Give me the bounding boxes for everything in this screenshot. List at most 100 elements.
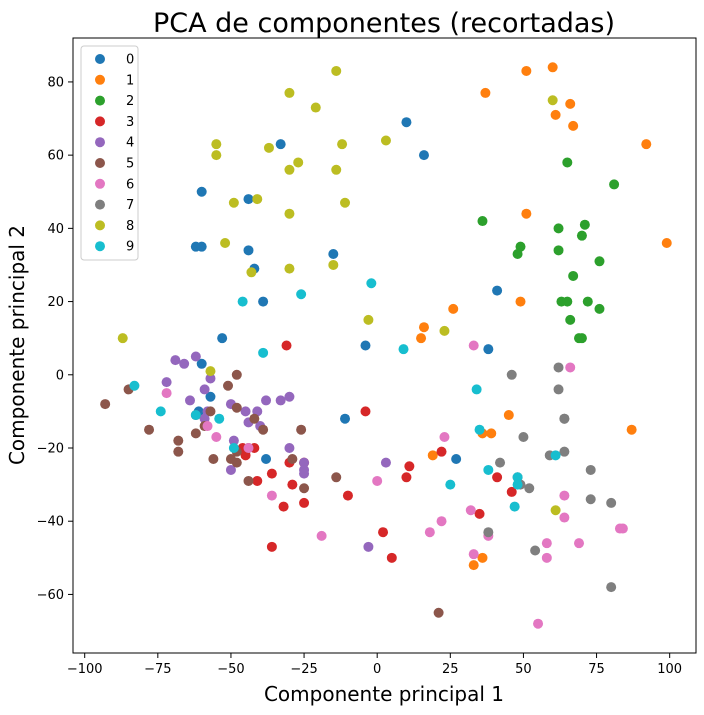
point-series-0-4 bbox=[243, 194, 254, 205]
legend-marker-6 bbox=[95, 178, 105, 189]
point-series-7-17 bbox=[606, 582, 617, 593]
point-series-8-20 bbox=[363, 314, 374, 325]
point-series-8-23 bbox=[205, 366, 216, 377]
point-series-4-17 bbox=[299, 457, 310, 468]
point-series-8-15 bbox=[220, 238, 231, 248]
point-series-0-0 bbox=[401, 117, 412, 128]
point-series-9-10 bbox=[228, 443, 239, 453]
point-series-8-14 bbox=[340, 197, 351, 208]
point-series-8-11 bbox=[331, 164, 342, 175]
x-tick-label: −75 bbox=[144, 662, 171, 677]
plot-frame bbox=[72, 37, 697, 654]
point-series-8-7 bbox=[263, 142, 274, 153]
point-series-5-4 bbox=[231, 402, 242, 413]
point-series-1-10 bbox=[515, 296, 526, 307]
point-series-4-21 bbox=[380, 457, 391, 468]
point-series-9-11 bbox=[474, 424, 485, 435]
point-series-4-19 bbox=[225, 464, 236, 475]
point-series-6-14 bbox=[468, 549, 479, 560]
point-series-0-7 bbox=[243, 245, 254, 256]
point-series-4-9 bbox=[261, 395, 272, 406]
point-series-2-5 bbox=[579, 219, 590, 230]
series-6 bbox=[161, 340, 628, 629]
points-layer bbox=[100, 62, 672, 629]
point-series-3-14 bbox=[404, 461, 415, 472]
point-series-3-10 bbox=[342, 490, 353, 501]
point-series-1-16 bbox=[626, 424, 637, 435]
legend-label-0: 0 bbox=[126, 53, 134, 68]
point-series-6-12 bbox=[465, 505, 476, 516]
point-series-6-4 bbox=[211, 432, 222, 443]
point-series-8-1 bbox=[547, 95, 558, 106]
point-series-5-5 bbox=[249, 413, 260, 424]
point-series-4-0 bbox=[190, 351, 201, 362]
point-series-5-23 bbox=[433, 607, 444, 618]
point-series-9-16 bbox=[512, 472, 523, 483]
point-series-1-9 bbox=[448, 303, 459, 314]
point-series-9-3 bbox=[398, 344, 409, 355]
y-tick-label: 0 bbox=[56, 368, 64, 383]
x-tick-label: 0 bbox=[373, 662, 381, 677]
point-series-3-20 bbox=[492, 472, 503, 483]
point-series-5-0 bbox=[231, 369, 242, 380]
legend: 0 1 2 3 4 5 6 7 8 9 bbox=[80, 45, 139, 261]
point-series-5-20 bbox=[331, 472, 342, 483]
point-series-8-21 bbox=[439, 325, 450, 336]
point-series-1-8 bbox=[661, 238, 672, 248]
point-series-4-1 bbox=[170, 355, 181, 366]
point-series-4-2 bbox=[179, 358, 190, 369]
point-series-0-17 bbox=[261, 453, 272, 464]
series-2 bbox=[477, 157, 620, 344]
x-axis: −100 −75 −50 −25 0 25 50 75 100 bbox=[67, 653, 682, 677]
point-series-3-1 bbox=[360, 406, 371, 417]
legend-marker-3 bbox=[95, 116, 105, 127]
point-series-1-13 bbox=[503, 410, 514, 421]
legend-label-5: 5 bbox=[126, 157, 134, 172]
point-series-4-8 bbox=[240, 406, 251, 417]
point-series-9-12 bbox=[550, 450, 561, 461]
point-series-7-16 bbox=[530, 545, 541, 556]
point-series-5-2 bbox=[205, 406, 216, 417]
legend-label-9: 9 bbox=[126, 240, 134, 255]
point-series-1-1 bbox=[521, 65, 532, 76]
point-series-3-13 bbox=[436, 446, 447, 457]
x-tick-label: 100 bbox=[657, 662, 682, 677]
point-series-0-2 bbox=[275, 139, 286, 150]
point-series-6-21 bbox=[617, 523, 628, 534]
point-series-4-10 bbox=[275, 395, 286, 406]
point-series-9-0 bbox=[366, 278, 377, 289]
y-axis-title: Componente principal 2 bbox=[5, 225, 29, 465]
point-series-0-8 bbox=[328, 248, 339, 259]
point-series-4-6 bbox=[199, 384, 210, 395]
point-series-4-3 bbox=[205, 373, 216, 384]
point-series-1-2 bbox=[480, 87, 491, 98]
series-3 bbox=[237, 340, 517, 563]
point-series-1-18 bbox=[468, 560, 479, 571]
x-axis-title: Componente principal 1 bbox=[264, 682, 504, 706]
point-series-8-24 bbox=[550, 505, 561, 516]
series-1 bbox=[416, 62, 672, 571]
legend-label-1: 1 bbox=[126, 73, 134, 88]
point-series-9-14 bbox=[445, 479, 456, 490]
point-series-4-15 bbox=[228, 435, 239, 446]
point-series-7-2 bbox=[553, 384, 564, 395]
legend-marker-4 bbox=[95, 137, 105, 148]
point-series-9-9 bbox=[471, 384, 482, 395]
x-tick-label: −100 bbox=[67, 662, 103, 677]
point-series-3-17 bbox=[378, 527, 389, 538]
legend-label-3: 3 bbox=[126, 115, 134, 130]
point-series-2-9 bbox=[568, 270, 579, 281]
point-series-6-1 bbox=[565, 362, 576, 373]
point-series-2-10 bbox=[594, 256, 605, 267]
point-series-7-12 bbox=[524, 483, 535, 494]
point-series-2-0 bbox=[562, 157, 573, 168]
point-series-8-6 bbox=[380, 135, 391, 146]
legend-marker-9 bbox=[95, 241, 105, 252]
point-series-6-6 bbox=[439, 432, 450, 443]
point-series-8-13 bbox=[228, 197, 239, 208]
point-series-9-4 bbox=[258, 347, 269, 358]
x-tick-label: 25 bbox=[442, 662, 459, 677]
point-series-8-17 bbox=[328, 259, 339, 270]
point-series-8-9 bbox=[293, 157, 304, 168]
point-series-4-5 bbox=[184, 395, 195, 406]
